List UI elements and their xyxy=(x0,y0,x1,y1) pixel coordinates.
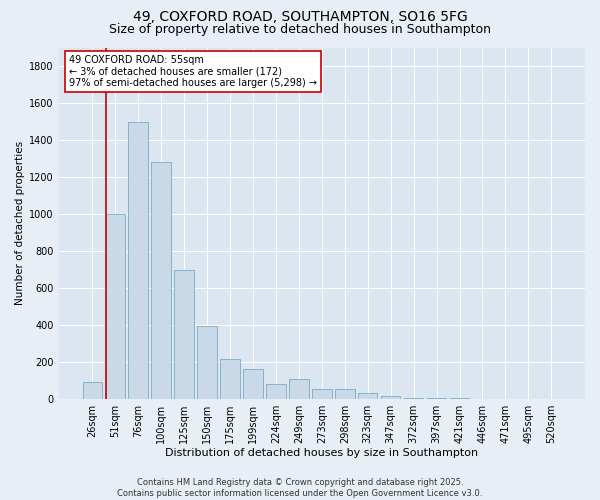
Text: Contains HM Land Registry data © Crown copyright and database right 2025.
Contai: Contains HM Land Registry data © Crown c… xyxy=(118,478,482,498)
Bar xyxy=(243,370,263,399)
Bar xyxy=(151,162,171,399)
Bar xyxy=(128,122,148,399)
Bar xyxy=(197,326,217,399)
Bar xyxy=(175,270,194,399)
Text: 49, COXFORD ROAD, SOUTHAMPTON, SO16 5FG: 49, COXFORD ROAD, SOUTHAMPTON, SO16 5FG xyxy=(133,10,467,24)
Bar xyxy=(450,398,469,399)
Bar xyxy=(335,389,355,399)
X-axis label: Distribution of detached houses by size in Southampton: Distribution of detached houses by size … xyxy=(165,448,478,458)
Bar xyxy=(358,392,377,399)
Bar xyxy=(381,396,400,399)
Bar xyxy=(106,214,125,399)
Y-axis label: Number of detached properties: Number of detached properties xyxy=(15,141,25,306)
Bar xyxy=(404,398,424,399)
Bar xyxy=(83,382,102,399)
Text: Size of property relative to detached houses in Southampton: Size of property relative to detached ho… xyxy=(109,22,491,36)
Text: 49 COXFORD ROAD: 55sqm
← 3% of detached houses are smaller (172)
97% of semi-det: 49 COXFORD ROAD: 55sqm ← 3% of detached … xyxy=(69,54,317,88)
Bar xyxy=(427,398,446,399)
Bar xyxy=(220,360,240,399)
Bar xyxy=(266,384,286,399)
Bar xyxy=(289,378,308,399)
Bar xyxy=(312,389,332,399)
